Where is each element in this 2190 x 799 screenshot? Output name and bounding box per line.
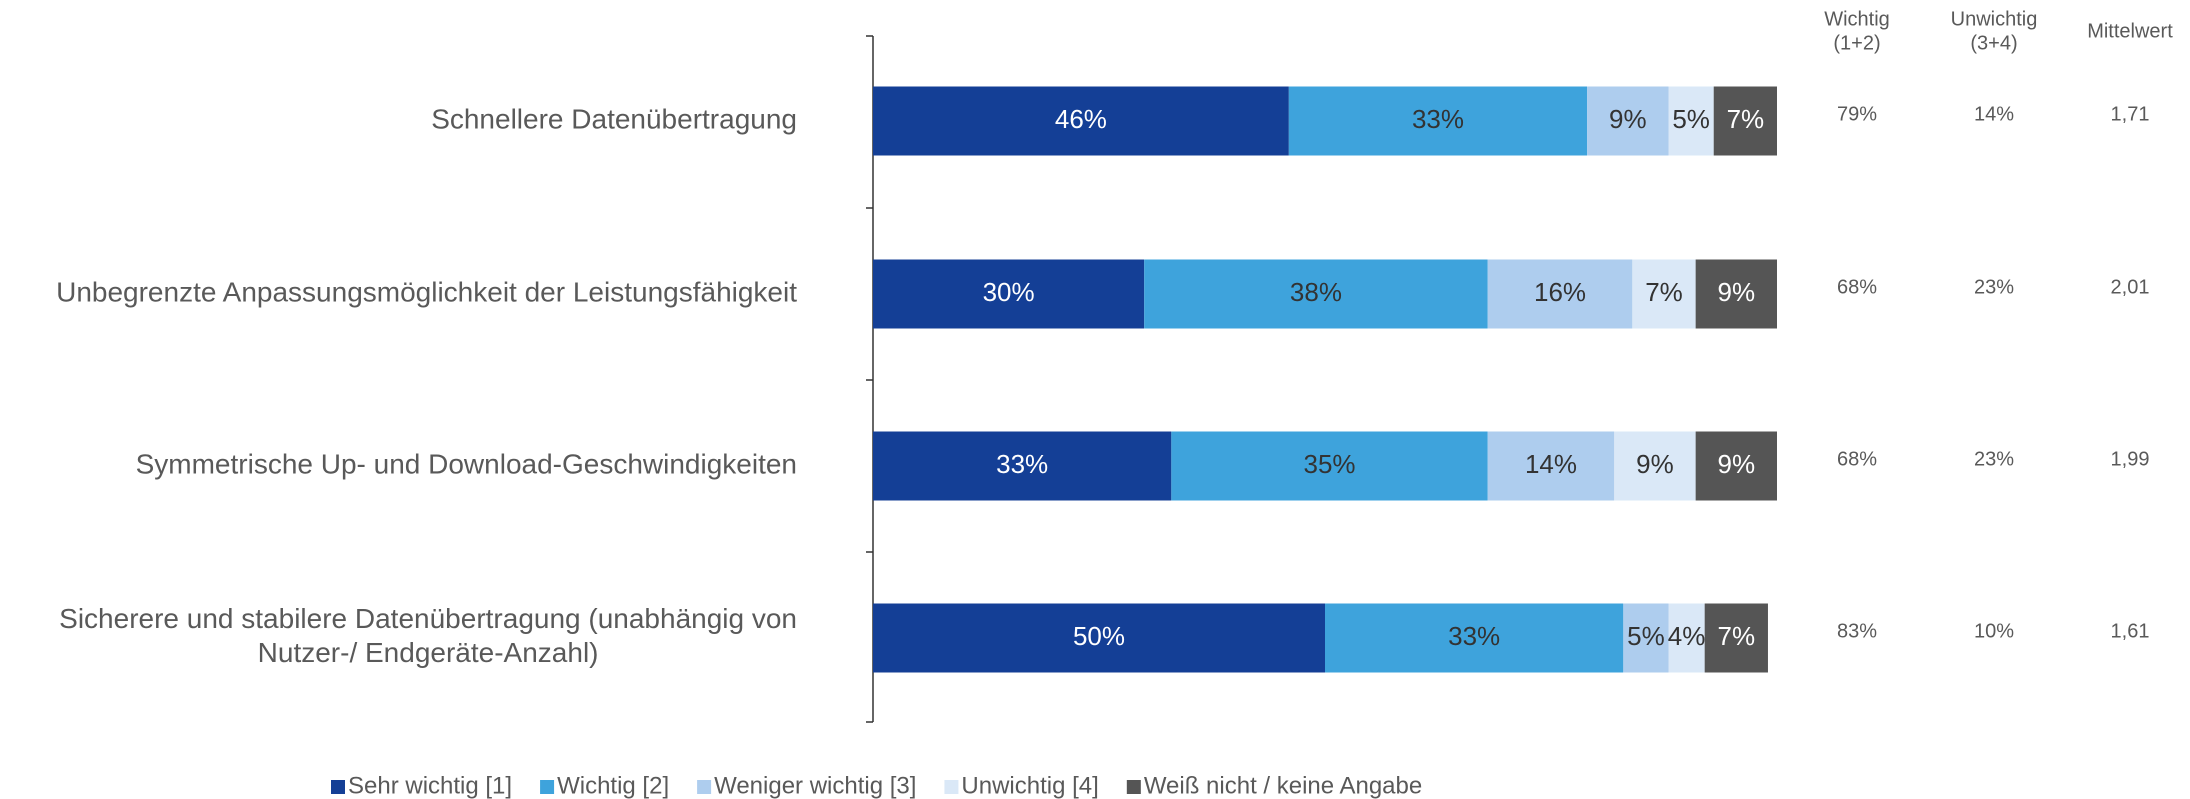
bar-segment [1695,431,1777,501]
data-label: 16% [1534,277,1586,307]
legend-label: Weiß nicht / keine Angabe [1144,772,1422,799]
summary-value: 1,61 [2111,620,2150,642]
legend-swatch [944,780,959,794]
category-label: Sicherere und stabilere Datenübertragung… [59,603,797,668]
legend-swatch [331,780,345,794]
category-label: Schnellere Datenübertragung [431,103,797,134]
summary-header: Wichtig [1824,8,1890,30]
data-label: 33% [996,449,1048,479]
legend-label: Unwichtig [4] [961,772,1098,799]
data-label: 9% [1718,449,1756,479]
bar-segment [873,431,1172,501]
bar-segment [1668,86,1714,156]
bar-segment [1487,259,1633,329]
category-label: Symmetrische Up- und Download-Geschwindi… [136,448,797,479]
summary-value: 2,01 [2111,276,2150,298]
data-label: 38% [1290,277,1342,307]
data-label: 50% [1073,621,1125,651]
data-label: 5% [1627,621,1665,651]
bar-segment [1614,431,1696,501]
bar-segment [1704,603,1768,673]
bar-segment [1171,431,1488,501]
bar-segment [1623,603,1669,673]
category-label: Unbegrenzte Anpassungsmöglichkeit der Le… [56,276,797,307]
summary-value: 10% [1974,620,2014,642]
summary-header: (3+4) [1970,32,2017,54]
data-label: 7% [1718,621,1756,651]
data-label: 14% [1525,449,1577,479]
summary-value: 1,99 [2111,448,2150,470]
summary-value: 23% [1974,448,2014,470]
bar-segment [1587,86,1669,156]
summary-header: Unwichtig [1951,8,2038,30]
summary-header: (1+2) [1833,32,1880,54]
data-label: 35% [1303,449,1355,479]
summary-value: 68% [1837,276,1877,298]
legend-label: Weniger wichtig [3] [714,772,916,799]
data-label: 5% [1672,104,1710,134]
data-label: 33% [1448,621,1500,651]
bar-segment [1695,259,1777,329]
legend-swatch [1126,780,1141,794]
legend-label: Sehr wichtig [1] [348,772,512,799]
data-label: 9% [1636,449,1674,479]
bar-segment [873,259,1145,329]
summary-header: Mittelwert [2087,20,2173,42]
bar-segment [873,86,1289,156]
data-label: 9% [1609,104,1647,134]
data-label: 30% [983,277,1035,307]
summary-value: 1,71 [2111,103,2150,125]
summary-value: 23% [1974,276,2014,298]
bar-segment [1487,431,1615,501]
summary-value: 79% [1837,103,1877,125]
data-label: 7% [1645,277,1683,307]
data-label: 7% [1727,104,1765,134]
data-label: 9% [1718,277,1756,307]
data-label: 46% [1055,104,1107,134]
bar-segment [1325,603,1624,673]
summary-value: 14% [1974,103,2014,125]
bar-segment [1668,603,1705,673]
data-label: 4% [1668,621,1706,651]
bar-segment [1144,259,1488,329]
legend-label: Wichtig [2] [557,772,669,799]
bar-segment [1632,259,1696,329]
bar-segment [873,603,1325,673]
summary-value: 83% [1837,620,1877,642]
bar-segment [1288,86,1588,156]
legend-swatch [697,780,712,794]
bar-segment [1713,86,1777,156]
legend-swatch [540,780,555,794]
summary-value: 68% [1837,448,1877,470]
data-label: 33% [1412,104,1464,134]
